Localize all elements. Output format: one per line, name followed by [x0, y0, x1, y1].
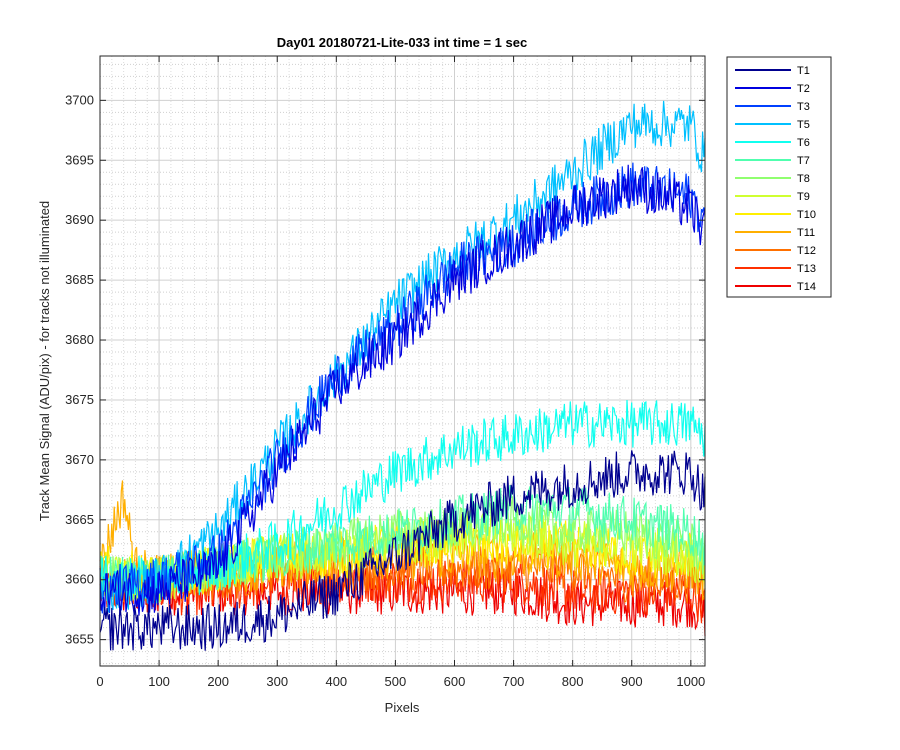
series-line-t1: [99, 450, 706, 651]
legend-label-t14: T14: [797, 281, 816, 293]
y-tick-label: 3675: [65, 392, 94, 407]
legend: T1 T2 T3 T5 T6 T7 T8 T9 T10 T11 T12 T13 T14: [726, 56, 832, 298]
x-tick-label: 900: [621, 674, 643, 689]
x-tick-label: 500: [385, 674, 407, 689]
legend-label-t11: T11: [797, 227, 815, 239]
x-tick-label: 100: [148, 674, 170, 689]
y-tick-label: 3665: [65, 512, 94, 527]
legend-label-t12: T12: [797, 245, 816, 257]
y-tick-label: 3685: [65, 272, 94, 287]
x-tick-label: 200: [207, 674, 229, 689]
legend-label-t9: T9: [797, 191, 810, 203]
x-tick-label: 0: [96, 674, 103, 689]
x-tick-label: 800: [562, 674, 584, 689]
legend-label-t7: T7: [797, 155, 810, 167]
y-tick-label: 3680: [65, 332, 94, 347]
y-tick-label: 3655: [65, 632, 94, 647]
series-line-t5: [99, 100, 706, 613]
y-axis-label: Track Mean Signal (ADU/pix) - for tracks…: [37, 201, 52, 521]
legend-label-t3: T3: [797, 101, 810, 113]
y-tick-label: 3690: [65, 212, 94, 227]
y-tick-label: 3700: [65, 92, 94, 107]
x-tick-label: 400: [325, 674, 347, 689]
legend-label-t10: T10: [797, 209, 816, 221]
y-tick-label: 3660: [65, 572, 94, 587]
legend-label-t13: T13: [797, 263, 816, 275]
legend-label-t1: T1: [797, 65, 810, 77]
x-tick-label: 700: [503, 674, 525, 689]
legend-label-t2: T2: [797, 83, 810, 95]
axis-ticks: 0 100 200 300 400 500 600 700 800 900 1000 3655 3660…: [65, 56, 705, 689]
x-tick-label: 600: [444, 674, 466, 689]
plot-frame: [99, 55, 706, 667]
legend-label-t8: T8: [797, 173, 810, 185]
series-line-t14: [99, 566, 706, 637]
series-layer: [99, 100, 706, 651]
y-tick-label: 3670: [65, 452, 94, 467]
x-axis-label: Pixels: [385, 700, 420, 715]
chart-title: Day01 20180721-Lite-033 int time = 1 sec: [277, 35, 527, 50]
series-line-t2: [99, 164, 706, 616]
legend-label-t5: T5: [797, 119, 810, 131]
x-tick-label: 300: [266, 674, 288, 689]
legend-label-t6: T6: [797, 137, 810, 149]
y-tick-label: 3695: [65, 152, 94, 167]
x-tick-label: 1000: [676, 674, 705, 689]
